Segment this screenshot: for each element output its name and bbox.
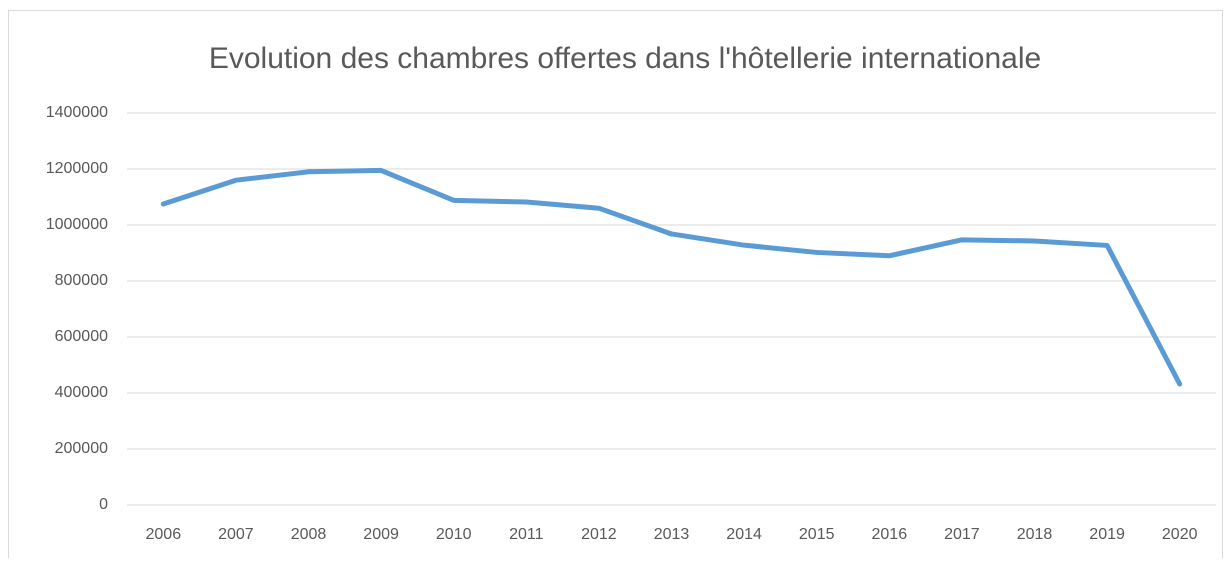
x-tick-label: 2013: [654, 526, 690, 543]
x-tick-label: 2017: [944, 526, 980, 543]
y-tick-label: 200000: [55, 440, 108, 457]
y-tick-label: 400000: [55, 384, 108, 401]
x-tick-label: 2016: [872, 526, 908, 543]
x-tick-label: 2014: [726, 526, 762, 543]
x-tick-label: 2010: [436, 526, 472, 543]
y-tick-label: 1400000: [46, 104, 108, 121]
x-tick-label: 2006: [146, 526, 182, 543]
y-tick-label: 0: [99, 496, 108, 513]
x-tick-label: 2009: [363, 526, 399, 543]
x-tick-label: 2011: [509, 526, 544, 543]
x-tick-label: 2008: [291, 526, 327, 543]
data-line: [160, 167, 1183, 387]
x-tick-label: 2007: [218, 526, 254, 543]
x-tick-label: 2019: [1089, 526, 1125, 543]
chart-frame: [8, 10, 1223, 563]
chart-title: Evolution des chambres offertes dans l'h…: [209, 42, 1041, 75]
y-tick-label: 600000: [55, 328, 108, 345]
x-tick-label: 2020: [1162, 526, 1198, 543]
x-tick-label: 2012: [581, 526, 617, 543]
y-tick-label: 1000000: [46, 216, 108, 233]
x-tick-label: 2018: [1017, 526, 1053, 543]
y-tick-label: 1200000: [46, 160, 108, 177]
y-tick-label: 800000: [55, 272, 108, 289]
x-tick-label: 2015: [799, 526, 835, 543]
